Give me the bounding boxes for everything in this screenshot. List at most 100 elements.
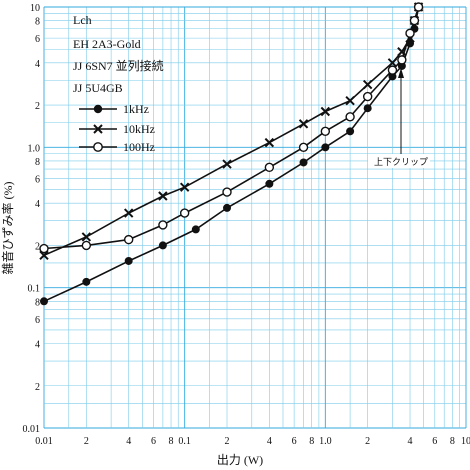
- data-point-100hz: [158, 220, 168, 230]
- annotation-label-bg: [368, 154, 430, 168]
- legend-marker-10khz: [93, 124, 103, 134]
- legend: 1kHz 10kHz 100Hz: [79, 102, 155, 154]
- legend-entry-1khz: 1kHz: [79, 102, 149, 116]
- y-tick-label: 0.01: [23, 424, 41, 435]
- data-point-100hz: [320, 126, 331, 137]
- x-tick-label: 6: [151, 436, 156, 447]
- data-point-100hz: [39, 243, 49, 254]
- y-tick-label: 6: [35, 315, 40, 326]
- data-point-10khz: [222, 159, 232, 169]
- data-point-1khz: [191, 225, 200, 234]
- series-100hz: [39, 2, 424, 254]
- legend-entry-10khz: 10kHz: [79, 122, 155, 136]
- data-point-1khz: [299, 158, 308, 167]
- info-line-rectifier-tube: JJ 5U4GB: [73, 81, 123, 95]
- series-line-100hz: [43, 6, 420, 250]
- annotation-arrow-head: [398, 68, 404, 78]
- data-point-100hz: [387, 65, 398, 75]
- data-point-1khz: [223, 203, 232, 212]
- data-point-10khz: [345, 95, 355, 106]
- x-tick-label: 8: [450, 436, 455, 447]
- y-tick-label: 6: [35, 174, 40, 185]
- data-point-1khz: [124, 256, 133, 265]
- data-point-100hz: [179, 208, 190, 218]
- data-point-10khz: [387, 58, 398, 68]
- y-tick-label: 2: [35, 382, 40, 393]
- data-point-1khz: [265, 179, 274, 188]
- y-tick-label: 8: [35, 157, 40, 168]
- data-point-10khz: [123, 208, 134, 218]
- data-point-10khz: [298, 119, 309, 129]
- data-point-1khz: [40, 297, 48, 306]
- data-point-100hz: [345, 112, 355, 122]
- data-point-100hz: [405, 28, 415, 38]
- data-point-10khz: [158, 191, 168, 201]
- info-line-driver-tube: JJ 6SN7 並列接続: [73, 58, 164, 73]
- data-point-10khz: [179, 182, 190, 192]
- data-point-100hz: [222, 187, 232, 197]
- y-axis-title: 雑音ひずみ率 (%): [0, 182, 15, 275]
- x-tick-label: 8: [309, 436, 314, 447]
- x-tick-label: 6: [292, 436, 297, 447]
- info-line-channel: Lch: [73, 13, 92, 27]
- y-tick-label: 2: [35, 241, 40, 252]
- data-series: [39, 2, 424, 306]
- data-point-100hz: [123, 234, 134, 245]
- x-tick-label: 6: [432, 436, 437, 447]
- y-tick-label: 4: [35, 59, 40, 70]
- x-tick-label: 2: [225, 436, 230, 447]
- y-tick-label: 8: [35, 297, 40, 308]
- legend-marker-1khz: [93, 104, 103, 114]
- data-point-1khz: [158, 241, 167, 250]
- info-line-output-tube: EH 2A3-Gold: [73, 37, 141, 51]
- annotation-label: 上下クリップ: [374, 157, 428, 167]
- legend-label-100hz: 100Hz: [123, 140, 155, 154]
- x-tick-label: 2: [365, 436, 370, 447]
- y-tick-label: 8: [35, 17, 40, 28]
- x-tick-label: 4: [126, 436, 131, 447]
- info-box: Lch EH 2A3-Gold JJ 6SN7 並列接続 JJ 5U4GB: [73, 13, 164, 95]
- data-point-1khz: [363, 104, 372, 113]
- y-tick-label: 1.0: [28, 143, 41, 154]
- data-point-100hz: [413, 2, 424, 12]
- legend-label-1khz: 1kHz: [123, 102, 149, 116]
- legend-label-10khz: 10kHz: [123, 122, 155, 136]
- x-tick-label: 8: [169, 436, 174, 447]
- y-tick-label: 6: [35, 34, 40, 45]
- clip-annotation: 上下クリップ: [368, 68, 430, 168]
- data-point-10khz: [81, 232, 92, 242]
- x-tick-label: 4: [267, 436, 272, 447]
- x-tick-label: 1.0: [319, 436, 332, 447]
- data-point-10khz: [39, 250, 49, 261]
- data-point-100hz: [397, 55, 407, 65]
- data-point-10khz: [320, 106, 331, 117]
- data-point-10khz: [362, 79, 373, 90]
- y-tick-label: 4: [35, 199, 40, 210]
- series-line-1khz: [43, 6, 420, 303]
- x-tick-label: 0.1: [178, 436, 191, 447]
- data-point-100hz: [362, 91, 373, 102]
- data-point-100hz: [409, 15, 420, 26]
- data-point-100hz: [264, 162, 275, 173]
- legend-marker-100hz: [93, 142, 103, 152]
- data-point-1khz: [388, 72, 397, 81]
- legend-entry-100hz: 100Hz: [79, 140, 155, 154]
- data-point-1khz: [321, 143, 330, 152]
- data-point-1khz: [82, 277, 91, 286]
- data-point-100hz: [298, 142, 309, 153]
- grid-lines: [43, 6, 467, 429]
- tick-labels: 0.01 2 4 6 8 0.1 2 4 6 8 1.0 2 4 6 8 100.0124680.124681…: [23, 3, 470, 447]
- y-tick-label: 4: [35, 340, 40, 351]
- x-tick-label: 10: [461, 436, 470, 447]
- x-tick-label: 0.01: [35, 436, 53, 447]
- data-point-1khz: [346, 127, 355, 136]
- x-tick-label: 2: [84, 436, 89, 447]
- data-point-10khz: [264, 137, 275, 148]
- x-tick-label: 4: [408, 436, 413, 447]
- y-tick-label: 10: [30, 3, 40, 14]
- x-axis-title: 出力 (W): [217, 453, 263, 467]
- data-point-100hz: [81, 240, 92, 251]
- y-tick-label: 2: [35, 101, 40, 112]
- y-tick-label: 0.1: [28, 284, 41, 295]
